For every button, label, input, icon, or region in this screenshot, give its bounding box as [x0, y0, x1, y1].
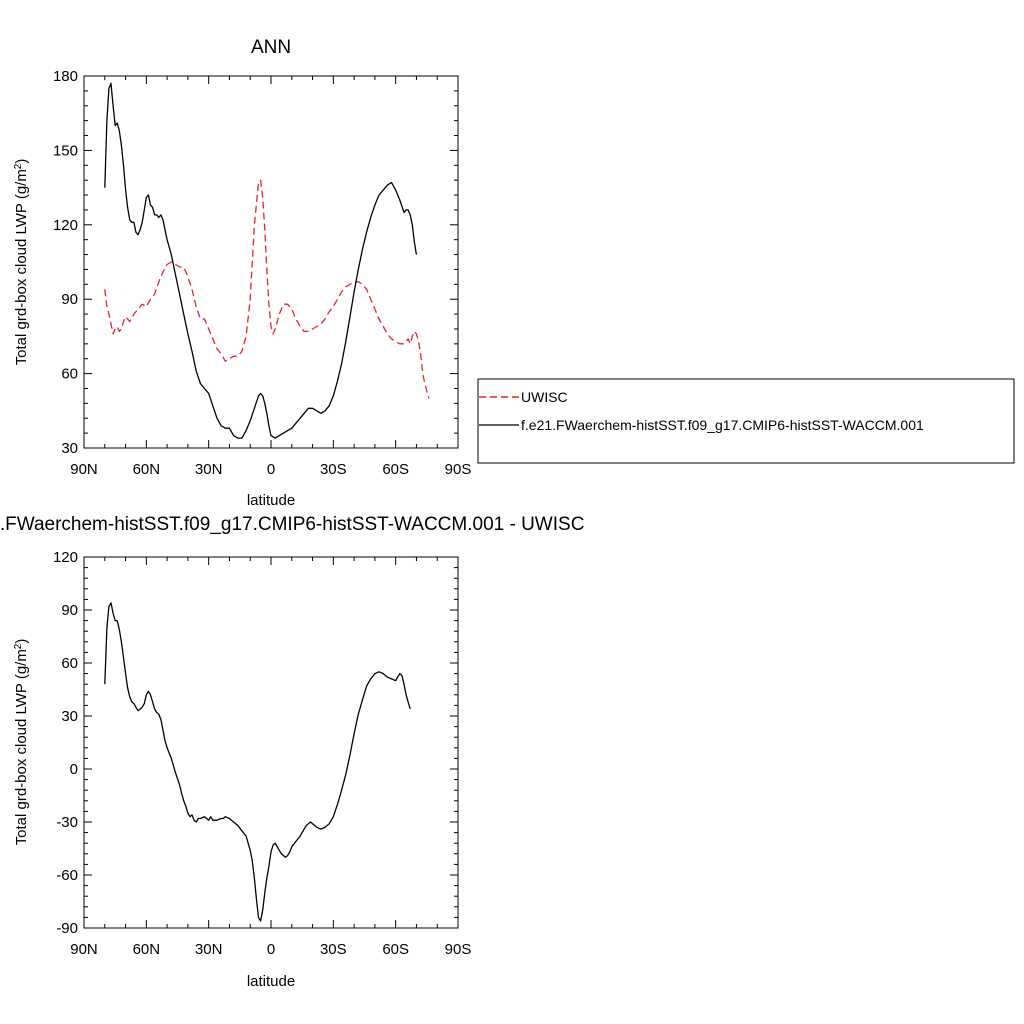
- legend-label-model: f.e21.FWaerchem-histSST.f09_g17.CMIP6-hi…: [521, 417, 924, 433]
- y-tick-label: 90: [61, 602, 78, 619]
- x-tick-label: 90N: [70, 461, 98, 478]
- panel2-y-axis-label: Total grd-box cloud LWP (g/m2): [13, 639, 31, 846]
- x-tick-label: 60N: [133, 941, 161, 958]
- x-tick-label: 30N: [195, 461, 223, 478]
- y-tick-label: -30: [56, 814, 78, 831]
- x-tick-label: 0: [267, 461, 275, 478]
- panel1-y-axis-label-text: Total grd-box cloud LWP (g/m: [13, 169, 30, 365]
- x-tick-label: 30S: [320, 461, 347, 478]
- series-line-difference: [104, 602, 411, 922]
- panel1-ticks: [83, 75, 459, 449]
- panel1-y-axis-label-close: ): [13, 159, 30, 164]
- panel2-title: f.e21.FWaerchem-histSST.f09_g17.CMIP6-hi…: [0, 514, 584, 535]
- panel2-plot-frame: [83, 556, 459, 929]
- panel2-series: [104, 602, 411, 922]
- x-tick-label: 90S: [445, 941, 472, 958]
- y-tick-label: 30: [61, 440, 78, 457]
- y-tick-label: 0: [70, 761, 78, 778]
- panel1-plot-frame: [83, 75, 459, 449]
- panel1-series: [104, 82, 430, 439]
- panel1-y-axis-label-sup: 2: [13, 163, 24, 169]
- panel2-y-axis-label-text: Total grd-box cloud LWP (g/m: [13, 649, 30, 845]
- panel2-x-tick-labels: 90N 60N 30N 0 30S 60S 90S: [70, 941, 471, 958]
- legend-label-uwisc: UWISC: [521, 389, 568, 405]
- y-tick-label: 120: [53, 217, 78, 234]
- x-tick-label: 60S: [382, 461, 409, 478]
- panel-difference: f.e21.FWaerchem-histSST.f09_g17.CMIP6-hi…: [0, 514, 584, 990]
- x-tick-label: 0: [267, 941, 275, 958]
- x-tick-label: 60S: [382, 941, 409, 958]
- series-line-model: [104, 82, 418, 439]
- x-tick-label: 60N: [133, 461, 161, 478]
- panel1-x-tick-labels: 90N 60N 30N 0 30S 60S 90S: [70, 461, 471, 478]
- panel1-x-axis-label: latitude: [247, 492, 295, 509]
- panel1-y-tick-labels: 30 60 90 120 150 180: [53, 68, 78, 457]
- panel2-ticks: [83, 556, 459, 929]
- panel2-x-axis-label: latitude: [247, 973, 295, 990]
- y-tick-label: 150: [53, 142, 78, 159]
- x-tick-label: 90N: [70, 941, 98, 958]
- series-line-uwisc: [104, 179, 430, 399]
- y-tick-label: 60: [61, 655, 78, 672]
- y-tick-label: -90: [56, 920, 78, 937]
- panel2-y-axis-label-close: ): [13, 639, 30, 644]
- panel2-y-axis-label-sup: 2: [13, 643, 24, 649]
- x-tick-label: 30N: [195, 941, 223, 958]
- panel1-title: ANN: [251, 37, 291, 58]
- y-tick-label: 90: [61, 291, 78, 308]
- legend: UWISC f.e21.FWaerchem-histSST.f09_g17.CM…: [477, 378, 1015, 464]
- y-tick-label: 180: [53, 68, 78, 85]
- x-tick-label: 90S: [445, 461, 472, 478]
- x-tick-label: 30S: [320, 941, 347, 958]
- panel2-y-tick-labels: -90 -60 -30 0 30 60 90 120: [53, 549, 78, 937]
- y-tick-label: 30: [61, 708, 78, 725]
- y-tick-label: 60: [61, 366, 78, 383]
- legend-box: [477, 378, 1015, 464]
- y-tick-label: -60: [56, 867, 78, 884]
- y-tick-label: 120: [53, 549, 78, 566]
- panel1-y-axis-label: Total grd-box cloud LWP (g/m2): [13, 159, 31, 366]
